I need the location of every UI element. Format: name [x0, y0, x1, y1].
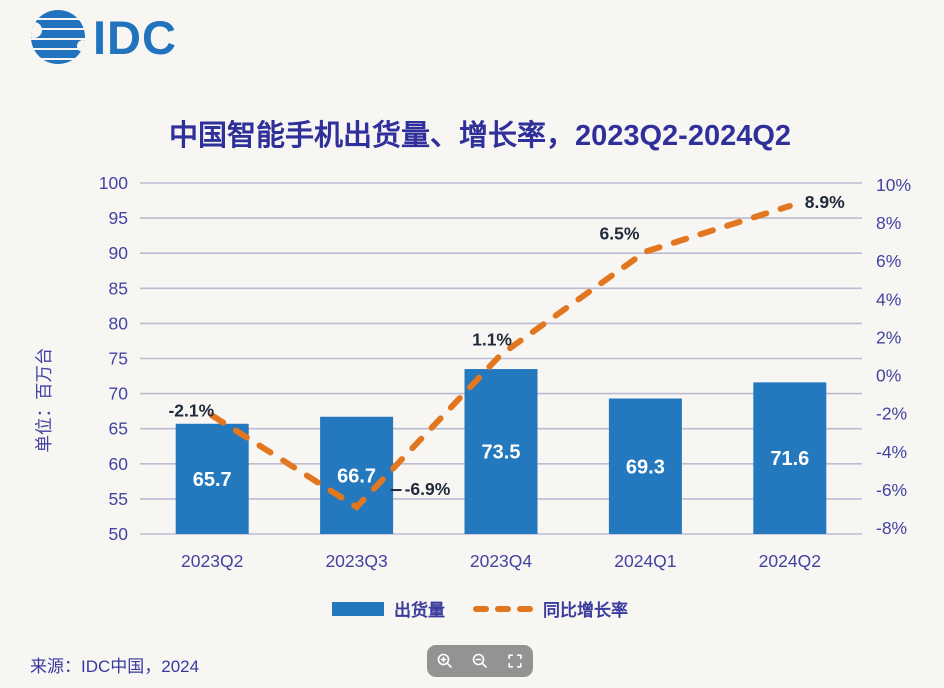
svg-text:75: 75 — [109, 349, 128, 369]
zoom-out-button[interactable] — [470, 651, 490, 671]
growth-rate-line — [209, 202, 793, 511]
svg-text:65: 65 — [109, 419, 128, 439]
idc-logo-text: IDC — [93, 10, 177, 64]
svg-text:2023Q3: 2023Q3 — [325, 551, 387, 571]
svg-text:8%: 8% — [876, 213, 901, 233]
shipment-bars: 65.7 66.7 73.5 69.3 71.6 — [175, 369, 827, 534]
bar-2023Q2 — [175, 423, 249, 534]
fit-to-screen-icon — [508, 654, 522, 668]
svg-text:90: 90 — [109, 243, 129, 263]
svg-text:1.1%: 1.1% — [472, 330, 512, 350]
bar-value-label: 71.6 — [770, 448, 809, 470]
zoom-out-icon — [472, 653, 487, 668]
svg-text:8.9%: 8.9% — [805, 192, 845, 212]
svg-text:2024Q2: 2024Q2 — [759, 551, 821, 571]
svg-text:95: 95 — [109, 208, 128, 228]
svg-text:2023Q4: 2023Q4 — [470, 551, 533, 571]
legend-item-growth: 同比增长率 — [473, 596, 628, 621]
svg-text:6%: 6% — [876, 251, 901, 271]
svg-text:4%: 4% — [876, 289, 901, 309]
svg-text:-2.1%: -2.1% — [168, 401, 214, 421]
legend-item-shipments: 出货量 — [332, 596, 445, 621]
bar-value-label: 69.3 — [626, 456, 665, 478]
right-axis-labels: 10% 8% 6% 4% 2% 0% -2% -4% -6% -8% — [876, 175, 911, 538]
svg-text:2%: 2% — [876, 327, 901, 347]
image-viewer-toolbar — [427, 645, 533, 677]
chart-title: 中国智能手机出货量、增长率，2023Q2-2024Q2 — [168, 120, 792, 152]
dashed-line-swatch-icon — [473, 605, 533, 612]
idc-logo: IDC — [30, 8, 177, 66]
fit-to-screen-button[interactable] — [505, 651, 525, 671]
bar-2023Q3 — [320, 416, 394, 534]
idc-globe-icon — [31, 10, 85, 64]
chart-legend: 出货量 同比增长率 — [16, 596, 944, 621]
svg-text:85: 85 — [109, 278, 128, 298]
growth-point-labels: -2.1% -6.9% 1.1% 6.5% 8.9% — [168, 192, 845, 499]
legend-label-shipments: 出货量 — [394, 601, 445, 620]
bar-2024Q1 — [608, 398, 682, 534]
left-axis-title: 单位：百万台 — [34, 348, 54, 453]
bar-swatch-icon — [332, 601, 384, 616]
zoom-in-button[interactable] — [435, 651, 455, 671]
svg-text:70: 70 — [109, 384, 129, 404]
svg-text:60: 60 — [109, 454, 129, 474]
svg-text:6.5%: 6.5% — [600, 224, 640, 244]
x-axis-labels: 2023Q2 2023Q3 2023Q4 2024Q1 2024Q2 — [181, 551, 821, 571]
svg-text:80: 80 — [109, 313, 129, 333]
svg-text:-6%: -6% — [876, 480, 907, 500]
svg-text:50: 50 — [109, 524, 129, 544]
source-text: 来源：IDC中国，2024 — [30, 657, 200, 676]
svg-text:-4%: -4% — [876, 442, 907, 462]
svg-text:2024Q1: 2024Q1 — [614, 551, 676, 571]
bar-value-label: 73.5 — [482, 442, 521, 464]
svg-text:-2%: -2% — [876, 404, 907, 424]
svg-text:-8%: -8% — [876, 518, 907, 538]
bar-value-label: 66.7 — [337, 465, 376, 487]
bar-value-label: 65.7 — [193, 469, 232, 491]
svg-text:-6.9%: -6.9% — [405, 479, 451, 499]
bar-2024Q2 — [753, 382, 827, 534]
zoom-in-icon — [437, 653, 452, 668]
bar-2023Q4 — [464, 369, 538, 534]
left-axis-labels: 100 95 90 85 80 75 70 65 60 55 50 — [99, 173, 128, 544]
svg-text:0%: 0% — [876, 366, 901, 386]
legend-label-growth: 同比增长率 — [543, 601, 628, 620]
svg-text:10%: 10% — [876, 175, 911, 195]
svg-text:100: 100 — [99, 173, 128, 193]
svg-text:55: 55 — [109, 489, 128, 509]
svg-text:2023Q2: 2023Q2 — [181, 551, 243, 571]
